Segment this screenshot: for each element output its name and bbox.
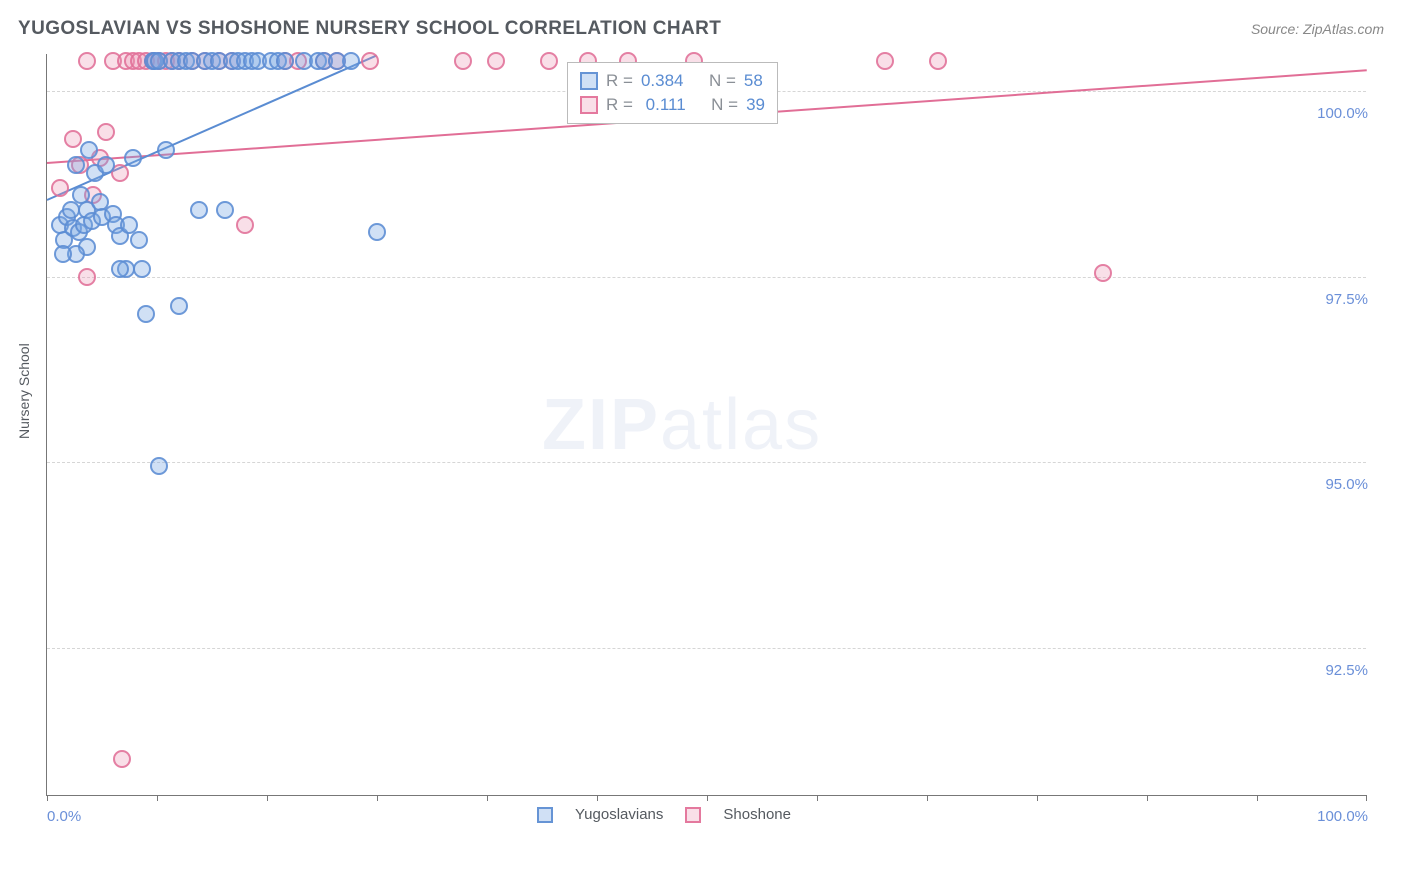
- legend-swatch-shoshone: [685, 807, 701, 823]
- point-shoshone: [236, 216, 254, 234]
- watermark-bold: ZIP: [542, 385, 660, 465]
- point-yugoslavians: [157, 141, 175, 159]
- stats-row-yugoslavians: R = 0.384 N = 58: [580, 69, 765, 93]
- point-yugoslavians: [150, 457, 168, 475]
- point-yugoslavians: [133, 260, 151, 278]
- r-label: R =: [606, 93, 633, 117]
- swatch-yugoslavians: [580, 72, 598, 90]
- x-tick-label-max: 100.0%: [1317, 808, 1368, 825]
- x-tick: [707, 795, 708, 801]
- point-shoshone: [876, 52, 894, 70]
- n-label: N =: [711, 93, 738, 117]
- stats-legend: R =0.384 N =58R = 0.111 N =39: [567, 62, 778, 124]
- gridline-h: [47, 277, 1366, 278]
- gridline-h: [47, 462, 1366, 463]
- chart-area: Nursery School ZIPatlas 92.5% 95.0% 97.5% 1…: [0, 48, 1406, 830]
- gridline-h: [47, 648, 1366, 649]
- x-tick: [157, 795, 158, 801]
- point-yugoslavians: [124, 149, 142, 167]
- stats-row-shoshone: R = 0.111 N = 39: [580, 93, 765, 117]
- r-label: R =: [606, 69, 633, 93]
- point-shoshone: [113, 750, 131, 768]
- source-label: Source: ZipAtlas.com: [1251, 21, 1384, 37]
- r-value-shoshone: 0.111: [641, 93, 686, 117]
- x-tick: [817, 795, 818, 801]
- point-yugoslavians: [368, 223, 386, 241]
- point-yugoslavians: [276, 52, 294, 70]
- x-tick: [1257, 795, 1258, 801]
- point-shoshone: [64, 130, 82, 148]
- point-yugoslavians: [342, 52, 360, 70]
- chart-header: YUGOSLAVIAN VS SHOSHONE NURSERY SCHOOL C…: [0, 0, 1406, 48]
- legend-label-shoshone: Shoshone: [723, 806, 791, 823]
- point-shoshone: [454, 52, 472, 70]
- point-yugoslavians: [97, 156, 115, 174]
- point-shoshone: [78, 52, 96, 70]
- point-yugoslavians: [54, 245, 72, 263]
- y-tick-label: 97.5%: [1325, 291, 1368, 308]
- chart-title: YUGOSLAVIAN VS SHOSHONE NURSERY SCHOOL C…: [18, 18, 721, 40]
- x-tick: [1147, 795, 1148, 801]
- point-yugoslavians: [190, 201, 208, 219]
- x-tick: [47, 795, 48, 801]
- x-tick: [927, 795, 928, 801]
- point-yugoslavians: [111, 260, 129, 278]
- point-shoshone: [540, 52, 558, 70]
- n-value-yugoslavians: 58: [744, 69, 763, 93]
- y-tick-label: 100.0%: [1317, 105, 1368, 122]
- y-tick-label: 92.5%: [1325, 662, 1368, 679]
- x-tick: [1037, 795, 1038, 801]
- x-tick: [487, 795, 488, 801]
- legend-swatch-yugoslavians: [537, 807, 553, 823]
- watermark-thin: atlas: [660, 385, 822, 465]
- legend-label-yugoslavians: Yugoslavians: [575, 806, 663, 823]
- point-yugoslavians: [80, 141, 98, 159]
- point-shoshone: [97, 123, 115, 141]
- plot-region: ZIPatlas 92.5%95.0%97.5%100.0%0.0%100.0%…: [46, 54, 1366, 796]
- n-value-shoshone: 39: [746, 93, 765, 117]
- y-tick-label: 95.0%: [1325, 476, 1368, 493]
- point-shoshone: [361, 52, 379, 70]
- point-shoshone: [929, 52, 947, 70]
- watermark: ZIPatlas: [542, 384, 822, 466]
- x-tick-label-min: 0.0%: [47, 808, 81, 825]
- point-shoshone: [487, 52, 505, 70]
- x-tick: [597, 795, 598, 801]
- x-tick: [1366, 795, 1367, 801]
- point-yugoslavians: [216, 201, 234, 219]
- r-value-yugoslavians: 0.384: [641, 69, 684, 93]
- point-yugoslavians: [137, 305, 155, 323]
- y-axis-label: Nursery School: [16, 343, 32, 439]
- point-yugoslavians: [130, 231, 148, 249]
- point-yugoslavians: [67, 156, 85, 174]
- x-tick: [377, 795, 378, 801]
- point-shoshone: [51, 179, 69, 197]
- point-shoshone: [1094, 264, 1112, 282]
- n-label: N =: [709, 69, 736, 93]
- x-tick: [267, 795, 268, 801]
- point-shoshone: [78, 268, 96, 286]
- series-legend: Yugoslavians Shoshone: [537, 806, 791, 823]
- point-yugoslavians: [170, 297, 188, 315]
- swatch-shoshone: [580, 96, 598, 114]
